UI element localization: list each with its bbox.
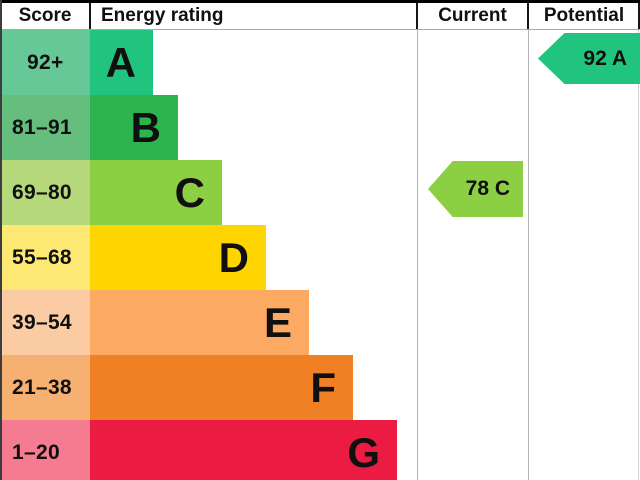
rating-bar: F — [90, 355, 353, 420]
score-range-label: 21–38 — [12, 375, 72, 399]
score-range-cell: 92+ — [0, 30, 90, 95]
rating-letter: F — [310, 363, 336, 411]
score-range-cell: 69–80 — [0, 160, 90, 225]
column-divider — [417, 30, 418, 480]
header-column-divider — [527, 0, 529, 29]
score-range-label: 55–68 — [12, 245, 72, 269]
score-range-cell: 81–91 — [0, 95, 90, 160]
column-header-score: Score — [18, 5, 72, 26]
rating-letter: G — [347, 428, 380, 476]
score-range-label: 39–54 — [12, 310, 72, 334]
left-border — [0, 0, 2, 480]
score-range-cell: 39–54 — [0, 290, 90, 355]
rating-bar: G — [90, 420, 397, 480]
rating-bar: D — [90, 225, 266, 290]
rating-bar: A — [90, 30, 153, 95]
rating-bar: C — [90, 160, 222, 225]
rating-bar: E — [90, 290, 309, 355]
rating-letter: C — [174, 168, 205, 216]
rating-band-row: 1–20 G — [0, 420, 640, 480]
header-divider-line — [0, 29, 640, 30]
rating-band-row: 92+ A — [0, 30, 640, 95]
rating-band-row: 55–68 D — [0, 225, 640, 290]
rating-letter: E — [263, 298, 292, 346]
header-column-divider — [638, 0, 640, 29]
rating-bar: B — [90, 95, 178, 160]
header-column-divider — [89, 0, 91, 29]
current-rating-label: 78 C — [465, 177, 510, 200]
score-range-label: 92+ — [27, 50, 64, 74]
rating-band-row: 39–54 E — [0, 290, 640, 355]
column-divider — [638, 30, 639, 480]
rating-letter: B — [130, 103, 161, 151]
column-divider — [528, 30, 529, 480]
score-range-label: 1–20 — [12, 440, 60, 464]
rating-letter: A — [105, 38, 136, 86]
top-border — [0, 0, 640, 3]
potential-rating-label: 92 A — [583, 46, 627, 70]
score-range-cell: 21–38 — [0, 355, 90, 420]
rating-letter: D — [218, 233, 249, 281]
rating-scale: 92+ A 81–91 B 69–80 C 55–68 D 39–54 — [0, 30, 640, 480]
column-header-current: Current — [438, 5, 507, 26]
score-range-cell: 1–20 — [0, 420, 90, 480]
score-range-label: 81–91 — [12, 115, 72, 139]
header-column-divider — [416, 0, 418, 29]
column-header-energy-rating: Energy rating — [101, 5, 224, 26]
score-range-label: 69–80 — [12, 180, 72, 204]
column-header-potential: Potential — [543, 5, 625, 26]
rating-band-row: 69–80 C — [0, 160, 640, 225]
rating-band-row: 21–38 F — [0, 355, 640, 420]
score-range-cell: 55–68 — [0, 225, 90, 290]
rating-band-row: 81–91 B — [0, 95, 640, 160]
